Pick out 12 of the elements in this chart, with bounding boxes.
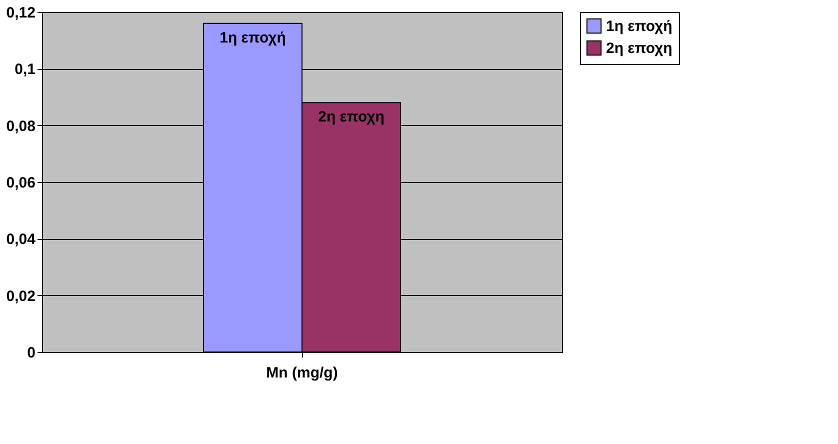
y-tick-label: 0,06 xyxy=(6,174,36,192)
y-tick-label: 0,04 xyxy=(6,231,36,248)
x-tick-label: Mn (mg/g) xyxy=(266,364,338,382)
y-tick-label: 0 xyxy=(27,344,36,362)
y-tick-label: 0,12 xyxy=(6,4,36,22)
y-tick-label: 0,1 xyxy=(14,61,36,78)
legend-label: 1η εποχή xyxy=(606,18,672,35)
legend-label: 2η εποχη xyxy=(606,40,672,57)
annotation: 1η εποχή xyxy=(220,29,286,46)
y-tick-label: 0,02 xyxy=(6,288,36,305)
annotation: 2η εποχη xyxy=(318,108,384,126)
y-tick-label: 0,08 xyxy=(6,118,36,135)
